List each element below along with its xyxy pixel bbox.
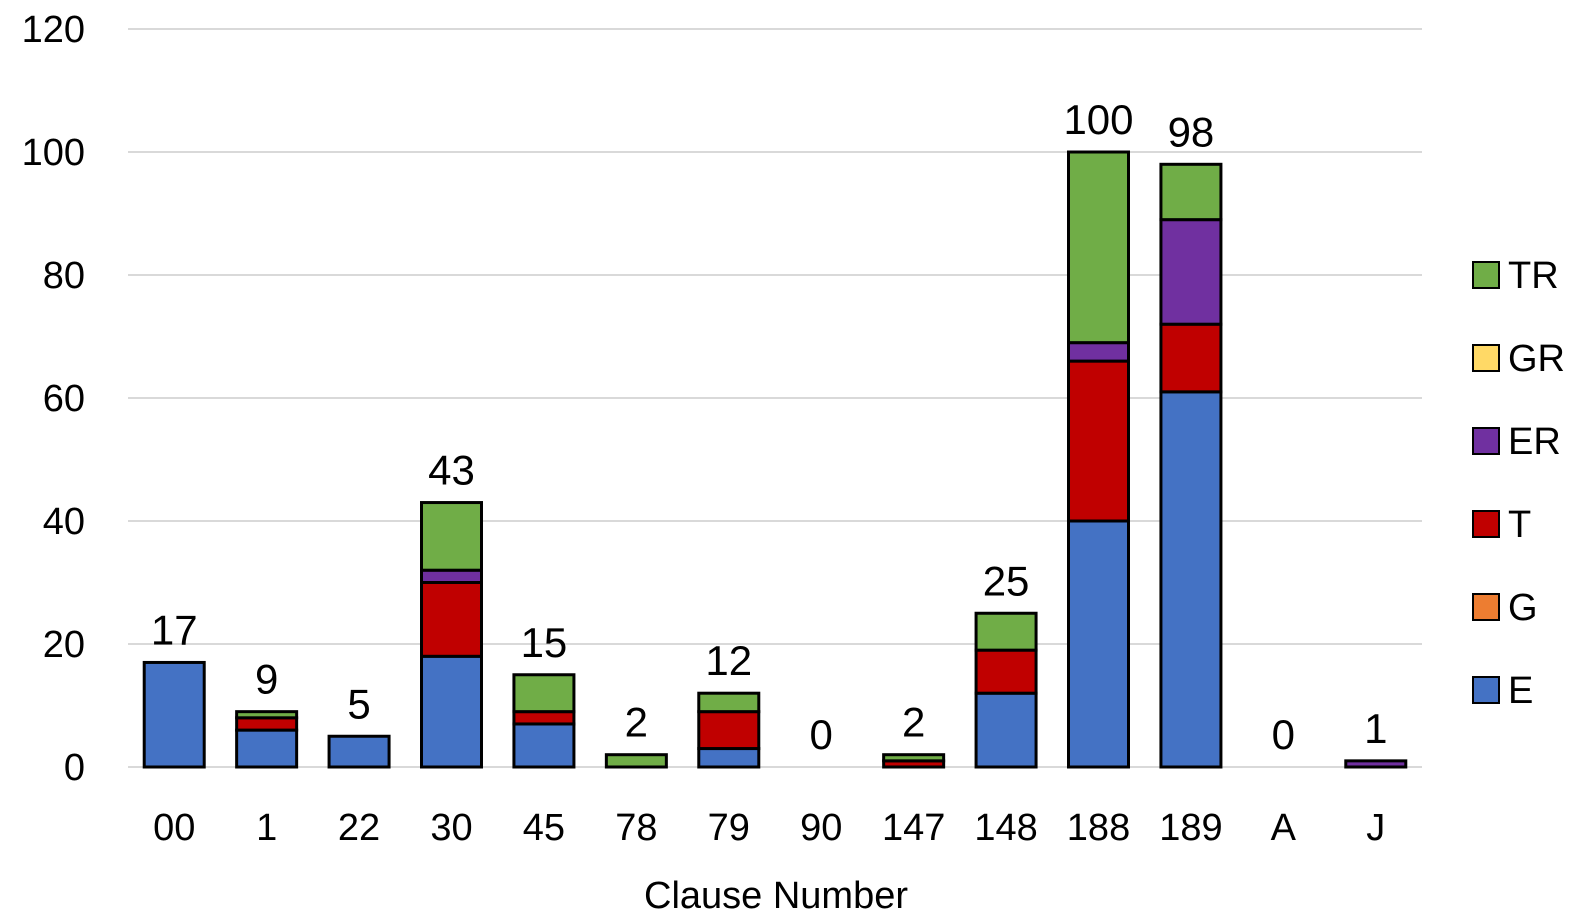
bar-segment-t [974,648,1038,695]
x-axis-title: Clause Number [644,875,908,917]
x-tick-label: 1 [256,807,277,849]
bar-segment-e [142,660,206,769]
y-tick-label: 80 [43,255,85,297]
x-axis-ticks: 00 1 22 30 45 78 79 90 147 148 188 189 A J [153,807,1385,849]
legend-swatch-gr [1472,344,1500,372]
bar-segment-tr [512,673,576,714]
legend-label-gr: GR [1508,338,1565,380]
bar-total-label: 25 [983,557,1030,604]
x-tick-label: 148 [974,807,1037,849]
bar-total-label: 2 [625,699,648,746]
y-tick-label: 100 [22,132,85,174]
x-tick-label: 00 [153,807,195,849]
bar-segment-tr [604,753,668,769]
x-tick-label: J [1366,807,1385,849]
y-tick-label: 120 [22,9,85,51]
bar-total-label: 100 [1063,96,1133,143]
x-tick-label: A [1271,807,1297,849]
bar-segment-tr [697,691,761,714]
bar-segment-e [420,654,483,769]
bar-total-label: 12 [705,637,752,684]
x-tick-label: 147 [882,807,945,849]
x-tick-label: 90 [800,807,842,849]
bar-segment-t [420,581,483,658]
bar-total-label: 98 [1168,108,1215,155]
x-tick-label: 45 [523,807,565,849]
x-tick-label: 189 [1159,807,1222,849]
legend: TR GR ER TGE [1472,255,1565,712]
x-tick-label: 22 [338,807,380,849]
gridlines [128,28,1422,768]
x-tick-label: 30 [430,807,472,849]
bar-total-label: 5 [347,680,370,727]
bar-segment-e [327,734,391,769]
legend-label-e: E [1508,670,1533,712]
bar-segment-t [512,710,576,726]
bar-total-label: 0 [810,711,833,758]
bar-segment-tr [235,710,299,720]
bar-segment-er [1159,218,1223,326]
bar-segment-t [1159,322,1223,394]
bar-segment-tr [974,611,1038,652]
bar-segment-tr [420,501,483,572]
bar-total-label: 17 [151,606,198,653]
bar-total-label: 9 [255,656,278,703]
legend-swatch-t [1472,510,1500,538]
legend-swatch-g [1472,593,1500,621]
bar-segment-er [420,568,483,585]
bars [142,150,1408,769]
bar-segment-t [697,710,761,751]
y-axis-ticks: 0 20 40 60 80 100 120 [22,9,85,789]
y-tick-label: 40 [43,501,85,543]
bar-total-label: 1 [1364,705,1387,752]
bar-segment-tr [1067,150,1130,345]
bar-segment-e [1067,519,1130,769]
legend-label-tr: TR [1508,255,1559,297]
legend-swatch-tr [1472,261,1500,289]
bar-segment-e [697,747,761,769]
legend-swatch-e [1472,676,1500,704]
bar-segment-er [1067,341,1130,363]
legend-label-t: T [1508,504,1531,546]
bar-segment-t [235,716,299,732]
bar-segment-tr [882,753,946,763]
y-tick-label: 20 [43,624,85,666]
x-tick-label: 79 [708,807,750,849]
legend-label-g: G [1508,587,1538,629]
bar-segment-er [1344,759,1408,769]
bar-total-label: 0 [1272,711,1295,758]
x-tick-label: 188 [1067,807,1130,849]
bar-segment-e [512,722,576,769]
bar-segment-t [1067,359,1130,523]
total-labels: 17 9 5 43 15 2 12 0 2 25 100 98 0 1 [151,96,1388,758]
y-tick-label: 60 [43,378,85,420]
bar-segment-e [974,691,1038,769]
legend-label-er: ER [1508,421,1561,463]
bar-segment-tr [1159,162,1223,222]
bar-total-label: 2 [902,699,925,746]
bar-total-label: 15 [521,619,568,666]
legend-swatch-er [1472,427,1500,455]
bar-segment-e [1159,390,1223,769]
bar-total-label: 43 [428,447,475,494]
x-tick-label: 78 [615,807,657,849]
y-tick-label: 0 [64,747,85,789]
bar-segment-e [235,728,299,769]
